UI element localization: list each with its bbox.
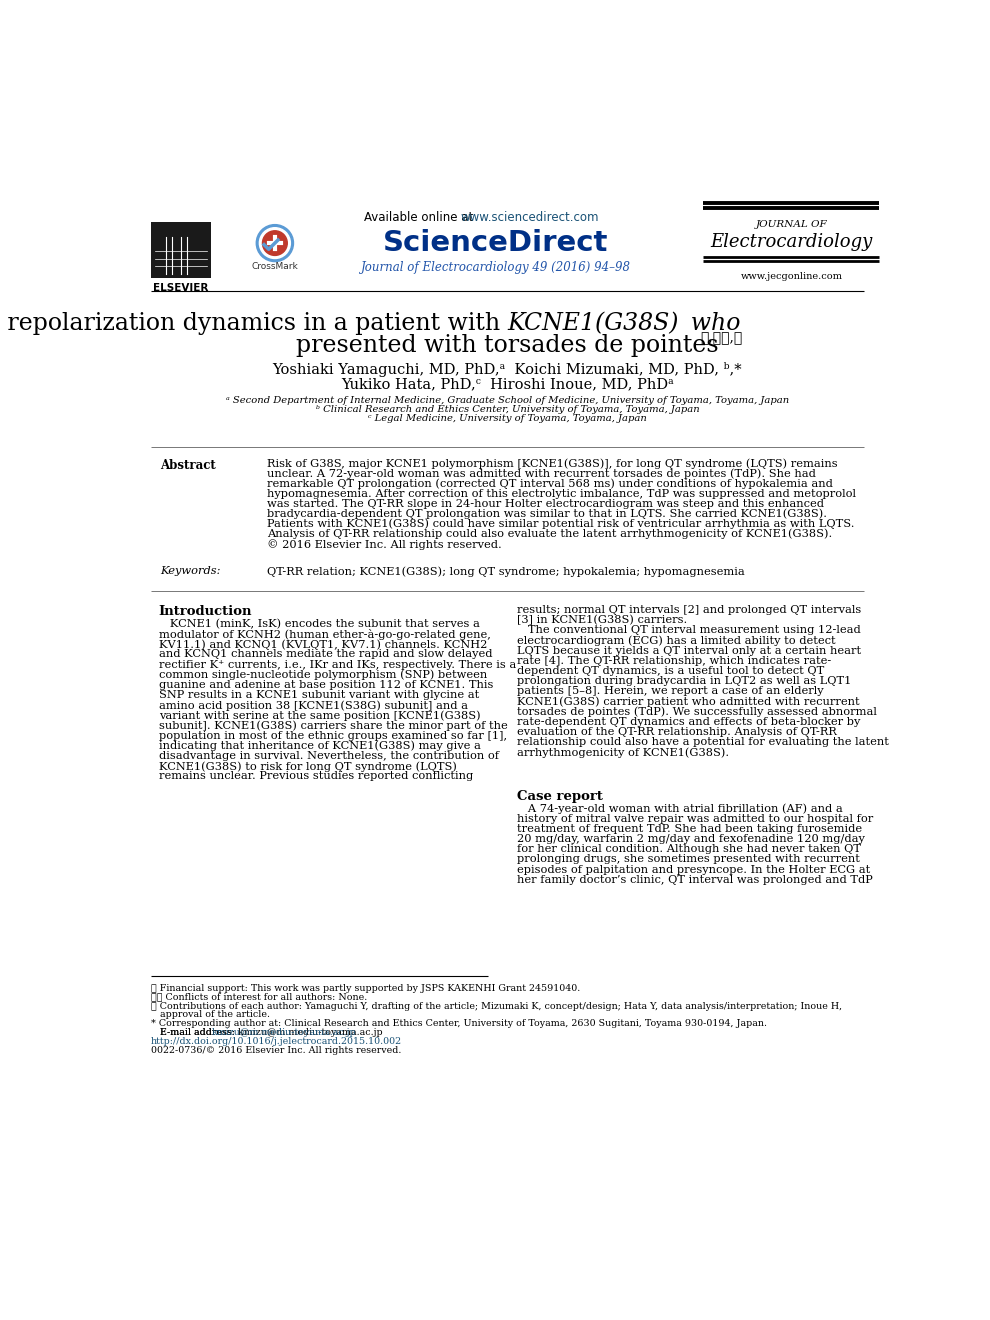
Text: variant with serine at the same position [KCNE1(G38S): variant with serine at the same position… [158, 710, 480, 721]
Text: KCNE1(G38S) to risk for long QT syndrome (LQTS): KCNE1(G38S) to risk for long QT syndrome… [158, 762, 456, 772]
Text: subunit]. KCNE1(G38S) carriers share the minor part of the: subunit]. KCNE1(G38S) carriers share the… [158, 721, 507, 731]
Text: A 74-year-old woman with atrial fibrillation (AF) and a: A 74-year-old woman with atrial fibrilla… [518, 804, 843, 814]
Text: common single-nucleotide polymorphism (SNP) between: common single-nucleotide polymorphism (S… [158, 669, 487, 680]
Text: was started. The QT-RR slope in 24-hour Holter electrocardiogram was steep and t: was started. The QT-RR slope in 24-hour … [267, 499, 824, 508]
Text: Yoshiaki Yamaguchi, MD, PhD,ᵃ  Koichi Mizumaki, MD, PhD, ᵇ,*: Yoshiaki Yamaguchi, MD, PhD,ᵃ Koichi Miz… [272, 363, 742, 378]
Text: amino acid position 38 [KCNE1(S38G) subunit] and a: amino acid position 38 [KCNE1(S38G) subu… [158, 700, 467, 710]
Text: arrhythmogenicity of KCNE1(G38S).: arrhythmogenicity of KCNE1(G38S). [518, 747, 730, 758]
Text: ᵃ Second Department of Internal Medicine, Graduate School of Medicine, Universit: ᵃ Second Department of Internal Medicine… [226, 396, 789, 404]
Text: Electrocardiology: Electrocardiology [711, 234, 873, 251]
Text: for her clinical condition. Although she had never taken QT: for her clinical condition. Although she… [518, 845, 861, 854]
Text: rate [4]. The QT-RR relationship, which indicates rate-: rate [4]. The QT-RR relationship, which … [518, 656, 832, 665]
Text: ★ Contributions of each author: Yamaguchi Y, drafting of the article; Mizumaki K: ★ Contributions of each author: Yamaguch… [150, 1002, 842, 1011]
Text: treatment of frequent TdP. She had been taking furosemide: treatment of frequent TdP. She had been … [518, 824, 862, 834]
Text: JOURNAL OF: JOURNAL OF [756, 220, 828, 228]
Text: SNP results in a KCNE1 subunit variant with glycine at: SNP results in a KCNE1 subunit variant w… [158, 690, 479, 700]
Text: relationship could also have a potential for evaluating the latent: relationship could also have a potential… [518, 737, 889, 747]
Text: indicating that inheritance of KCNE1(G38S) may give a: indicating that inheritance of KCNE1(G38… [158, 741, 480, 751]
Text: KCNE1 (minK, IsK) encodes the subunit that serves a: KCNE1 (minK, IsK) encodes the subunit th… [158, 619, 479, 630]
Bar [150, 222, 211, 277]
Text: and KCNQ1 channels mediate the rapid and slow delayed: and KCNQ1 channels mediate the rapid and… [158, 649, 492, 660]
Text: E-mail address: kmizu@m.mediu-toyama.ac.jp: E-mail address: kmizu@m.mediu-toyama.ac.… [150, 1028, 382, 1038]
Text: Risk of G38S, major KCNE1 polymorphism [KCNE1(G38S)], for long QT syndrome (LQTS: Risk of G38S, major KCNE1 polymorphism [… [267, 459, 838, 470]
Circle shape [259, 227, 290, 259]
Text: Patients with KCNE1(G38S) could have similar potential risk of ventricular arrhy: Patients with KCNE1(G38S) could have sim… [267, 519, 854, 529]
Text: ELSEVIER: ELSEVIER [153, 284, 209, 293]
Text: her family doctor’s clinic, QT interval was prolonged and TdP: her family doctor’s clinic, QT interval … [518, 875, 873, 884]
Text: Introduction: Introduction [158, 605, 252, 618]
Text: Available online at: Available online at [364, 211, 477, 224]
Text: rate-dependent QT dynamics and effects of beta-blocker by: rate-dependent QT dynamics and effects o… [518, 717, 861, 727]
Text: approval of the article.: approval of the article. [150, 1010, 270, 1019]
Text: kmizu@m.mediu-toyama.ac.jp: kmizu@m.mediu-toyama.ac.jp [211, 1028, 356, 1038]
Text: episodes of palpitation and presyncope. In the Holter ECG at: episodes of palpitation and presyncope. … [518, 865, 870, 875]
Text: ☆,☆☆,★: ☆,☆☆,★ [700, 331, 742, 345]
Text: prolongation during bradycardia in LQT2 as well as LQT1: prolongation during bradycardia in LQT2 … [518, 676, 851, 686]
Text: KV11.1) and KCNQ1 (KVLQT1, KV7.1) channels. KCNH2: KV11.1) and KCNQ1 (KVLQT1, KV7.1) channe… [158, 639, 487, 649]
Circle shape [262, 231, 287, 256]
Text: Case report: Case report [518, 789, 603, 803]
Text: presented with torsades de pointes: presented with torsades de pointes [296, 334, 719, 356]
Text: © 2016 Elsevier Inc. All rights reserved.: © 2016 Elsevier Inc. All rights reserved… [267, 539, 502, 549]
Text: ᶜ Legal Medicine, University of Toyama, Toyama, Japan: ᶜ Legal Medicine, University of Toyama, … [368, 414, 646, 422]
Text: www.jecgonline.com: www.jecgonline.com [741, 272, 842, 281]
Text: QT-RR relation; KCNE1(G38S); long QT syndrome; hypokalemia; hypomagnesemia: QT-RR relation; KCNE1(G38S); long QT syn… [267, 566, 744, 577]
Text: patients [5–8]. Herein, we report a case of an elderly: patients [5–8]. Herein, we report a case… [518, 686, 824, 697]
Text: CrossMark: CrossMark [251, 263, 298, 272]
Text: remains unclear. Previous studies reported conflicting: remains unclear. Previous studies report… [158, 771, 473, 781]
Text: history of mitral valve repair was admitted to our hospital for: history of mitral valve repair was admit… [518, 814, 874, 824]
Text: modulator of KCNH2 (human ether-à-go-go-related gene,: modulator of KCNH2 (human ether-à-go-go-… [158, 630, 490, 640]
Text: Yukiko Hata, PhD,ᶜ  Hiroshi Inoue, MD, PhDᵃ: Yukiko Hata, PhD,ᶜ Hiroshi Inoue, MD, Ph… [341, 378, 674, 391]
Text: guanine and adenine at base position 112 of KCNE1. This: guanine and adenine at base position 112… [158, 680, 493, 690]
Text: ☆☆ Conflicts of interest for all authors: None.: ☆☆ Conflicts of interest for all authors… [150, 993, 367, 1002]
Text: Keywords:: Keywords: [160, 566, 221, 577]
Text: disadvantage in survival. Nevertheless, the contribution of: disadvantage in survival. Nevertheless, … [158, 751, 499, 762]
Text: remarkable QT prolongation (corrected QT interval 568 ms) under conditions of hy: remarkable QT prolongation (corrected QT… [267, 479, 833, 490]
Text: 20 mg/day, warfarin 2 mg/day and fexofenadine 120 mg/day: 20 mg/day, warfarin 2 mg/day and fexofen… [518, 834, 865, 845]
Text: rectifier K⁺ currents, i.e., IKr and IKs, respectively. There is a: rectifier K⁺ currents, i.e., IKr and IKs… [158, 660, 516, 669]
Text: ᵇ Clinical Research and Ethics Center, University of Toyama, Toyama, Japan: ᵇ Clinical Research and Ethics Center, U… [316, 405, 699, 413]
Text: evaluation of the QT-RR relationship. Analysis of QT-RR: evaluation of the QT-RR relationship. An… [518, 727, 838, 737]
Text: ☆ Financial support: This work was partly supported by JSPS KAKENHI Grant 245910: ☆ Financial support: This work was partl… [150, 983, 580, 993]
Text: dependent QT dynamics, is a useful tool to detect QT: dependent QT dynamics, is a useful tool … [518, 667, 825, 676]
Text: www.sciencedirect.com: www.sciencedirect.com [460, 211, 599, 224]
Text: prolonging drugs, she sometimes presented with recurrent: prolonging drugs, she sometimes presente… [518, 854, 860, 865]
Circle shape [256, 224, 293, 261]
Text: KCNE1(G38S) carrier patient who admitted with recurrent: KCNE1(G38S) carrier patient who admitted… [518, 697, 860, 708]
Text: results; normal QT intervals [2] and prolonged QT intervals: results; normal QT intervals [2] and pro… [518, 605, 861, 615]
Text: ScienceDirect: ScienceDirect [383, 230, 609, 257]
Text: unclear. A 72-year-old woman was admitted with recurrent torsades de pointes (Td: unclear. A 72-year-old woman was admitte… [267, 469, 816, 479]
Text: bradycardia-dependent QT prolongation was similar to that in LQTS. She carried K: bradycardia-dependent QT prolongation wa… [267, 508, 827, 519]
Text: * Corresponding author at: Clinical Research and Ethics Center, University of To: * Corresponding author at: Clinical Rese… [150, 1019, 767, 1028]
Text: electrocardiogram (ECG) has a limited ability to detect: electrocardiogram (ECG) has a limited ab… [518, 635, 837, 645]
Text: [3] in KCNE1(G38S) carriers.: [3] in KCNE1(G38S) carriers. [518, 615, 688, 626]
Text: KCNE1(G38S)  who: KCNE1(G38S) who [507, 313, 741, 335]
Text: The conventional QT interval measurement using 12-lead: The conventional QT interval measurement… [518, 626, 861, 635]
Text: torsades de pointes (TdP). We successfully assessed abnormal: torsades de pointes (TdP). We successful… [518, 706, 877, 717]
Text: population in most of the ethnic groups examined so far [1],: population in most of the ethnic groups … [158, 731, 507, 741]
Text: hypomagnesemia. After correction of this electrolytic imbalance, TdP was suppres: hypomagnesemia. After correction of this… [267, 488, 856, 499]
Text: Journal of Electrocardiology 49 (2016) 94–98: Journal of Electrocardiology 49 (2016) 9… [360, 261, 631, 273]
Text: 0022-0736/© 2016 Elsevier Inc. All rights reserved.: 0022-0736/© 2016 Elsevier Inc. All right… [150, 1045, 401, 1055]
Text: LQTS because it yields a QT interval only at a certain heart: LQTS because it yields a QT interval onl… [518, 645, 861, 656]
Text: Abstract: Abstract [160, 459, 216, 471]
Text: Analysis of QT-RR relationship could also evaluate the latent arrhythmogenicity : Analysis of QT-RR relationship could als… [267, 529, 833, 540]
Text: Abnormal repolarization dynamics in a patient with: Abnormal repolarization dynamics in a pa… [0, 313, 507, 335]
Text: http://dx.doi.org/10.1016/j.jelectrocard.2015.10.002: http://dx.doi.org/10.1016/j.jelectrocard… [150, 1038, 402, 1045]
Text: E-mail address:: E-mail address: [150, 1028, 238, 1038]
